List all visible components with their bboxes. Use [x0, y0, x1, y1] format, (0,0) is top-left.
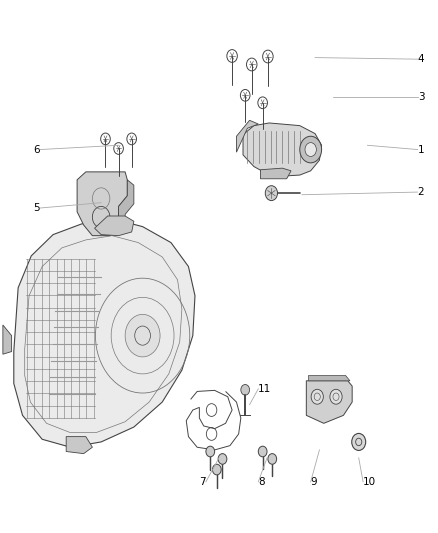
Circle shape — [125, 314, 160, 357]
Text: 11: 11 — [258, 384, 272, 394]
Text: 10: 10 — [363, 477, 376, 487]
Polygon shape — [243, 123, 321, 176]
Polygon shape — [14, 219, 195, 447]
Text: 9: 9 — [311, 477, 317, 487]
Polygon shape — [306, 381, 352, 423]
Polygon shape — [237, 120, 258, 152]
Circle shape — [258, 446, 267, 457]
Circle shape — [206, 446, 215, 457]
Text: 5: 5 — [33, 203, 40, 213]
Polygon shape — [66, 437, 92, 454]
Polygon shape — [95, 216, 134, 236]
Text: 3: 3 — [418, 92, 424, 102]
Polygon shape — [119, 180, 134, 230]
Circle shape — [305, 143, 316, 157]
Text: 8: 8 — [258, 477, 265, 487]
Circle shape — [241, 384, 250, 395]
Circle shape — [330, 389, 342, 404]
Polygon shape — [261, 168, 291, 179]
Polygon shape — [77, 172, 127, 236]
Text: 1: 1 — [418, 144, 424, 155]
Text: 7: 7 — [199, 477, 206, 487]
Circle shape — [212, 464, 221, 475]
Polygon shape — [3, 325, 12, 354]
Text: 2: 2 — [418, 187, 424, 197]
Polygon shape — [308, 375, 350, 381]
Circle shape — [265, 185, 278, 200]
Circle shape — [268, 454, 277, 464]
Circle shape — [218, 454, 227, 464]
Circle shape — [300, 136, 321, 163]
Text: 6: 6 — [33, 144, 40, 155]
Text: 4: 4 — [418, 54, 424, 64]
Circle shape — [311, 389, 323, 404]
Circle shape — [352, 433, 366, 450]
